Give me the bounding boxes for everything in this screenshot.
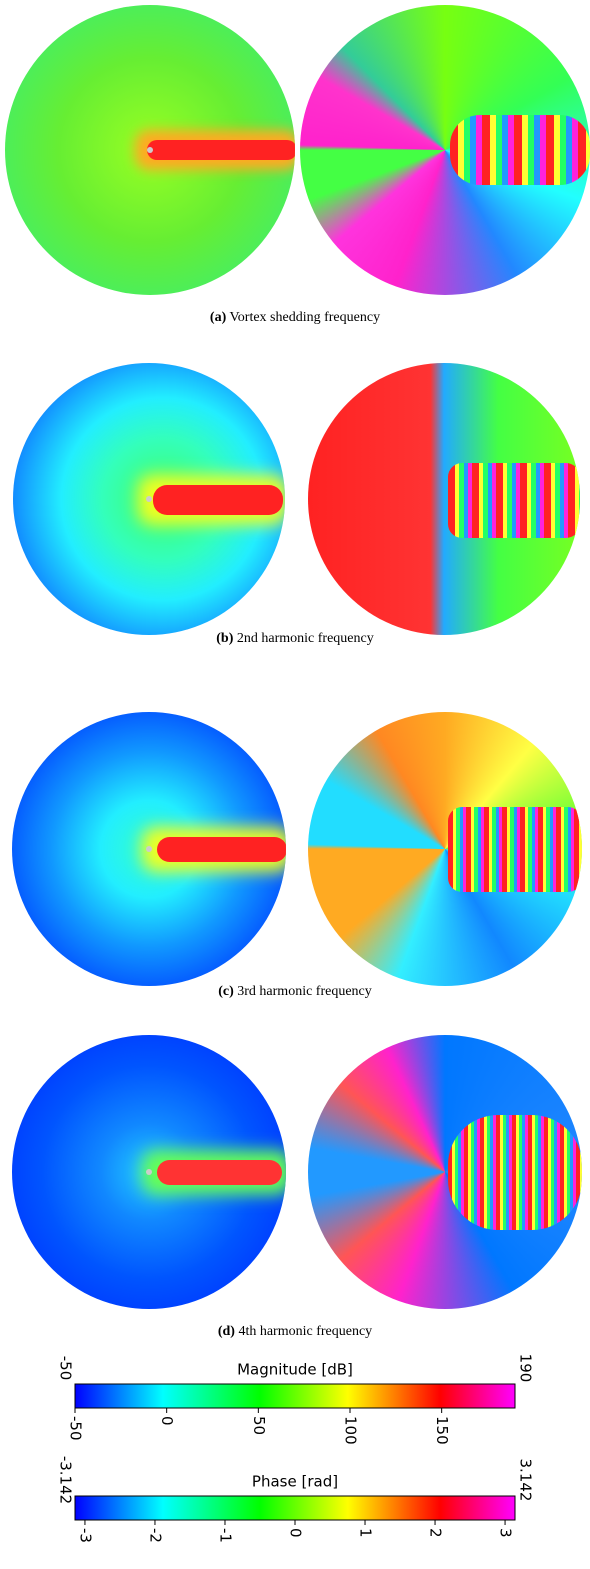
colorbar-title: Magnitude [dB] bbox=[237, 1361, 353, 1379]
tick-label: 50 bbox=[250, 1416, 268, 1435]
tick-label: -3 bbox=[76, 1528, 94, 1543]
tick-label: -2 bbox=[146, 1528, 164, 1543]
page: {"figure": { "panels": [ {"label": "(a)"… bbox=[0, 0, 590, 1569]
tick-label: 100 bbox=[342, 1416, 360, 1445]
tick-label: -1 bbox=[216, 1528, 234, 1543]
tick-label: 2 bbox=[427, 1528, 445, 1538]
colorbar bbox=[75, 1384, 515, 1408]
colorbars: Magnitude [dB] -50 190 -50 0 50 100 150 Phase [r… bbox=[0, 0, 590, 1569]
colorbar-end-label: -3.142 bbox=[57, 1456, 75, 1504]
tick-label: 0 bbox=[287, 1528, 305, 1538]
colorbar-end-label: 190 bbox=[517, 1354, 535, 1383]
tick-label: 0 bbox=[158, 1416, 176, 1426]
colorbar-end-label: -50 bbox=[57, 1356, 75, 1381]
tick-label: 150 bbox=[433, 1416, 451, 1445]
tick-label: 1 bbox=[357, 1528, 375, 1538]
colorbar bbox=[75, 1496, 515, 1520]
tick-label: -50 bbox=[67, 1416, 85, 1441]
colorbar-end-label: 3.142 bbox=[517, 1459, 535, 1502]
colorbar-title: Phase [rad] bbox=[252, 1473, 338, 1491]
tick-label: 3 bbox=[497, 1528, 515, 1538]
